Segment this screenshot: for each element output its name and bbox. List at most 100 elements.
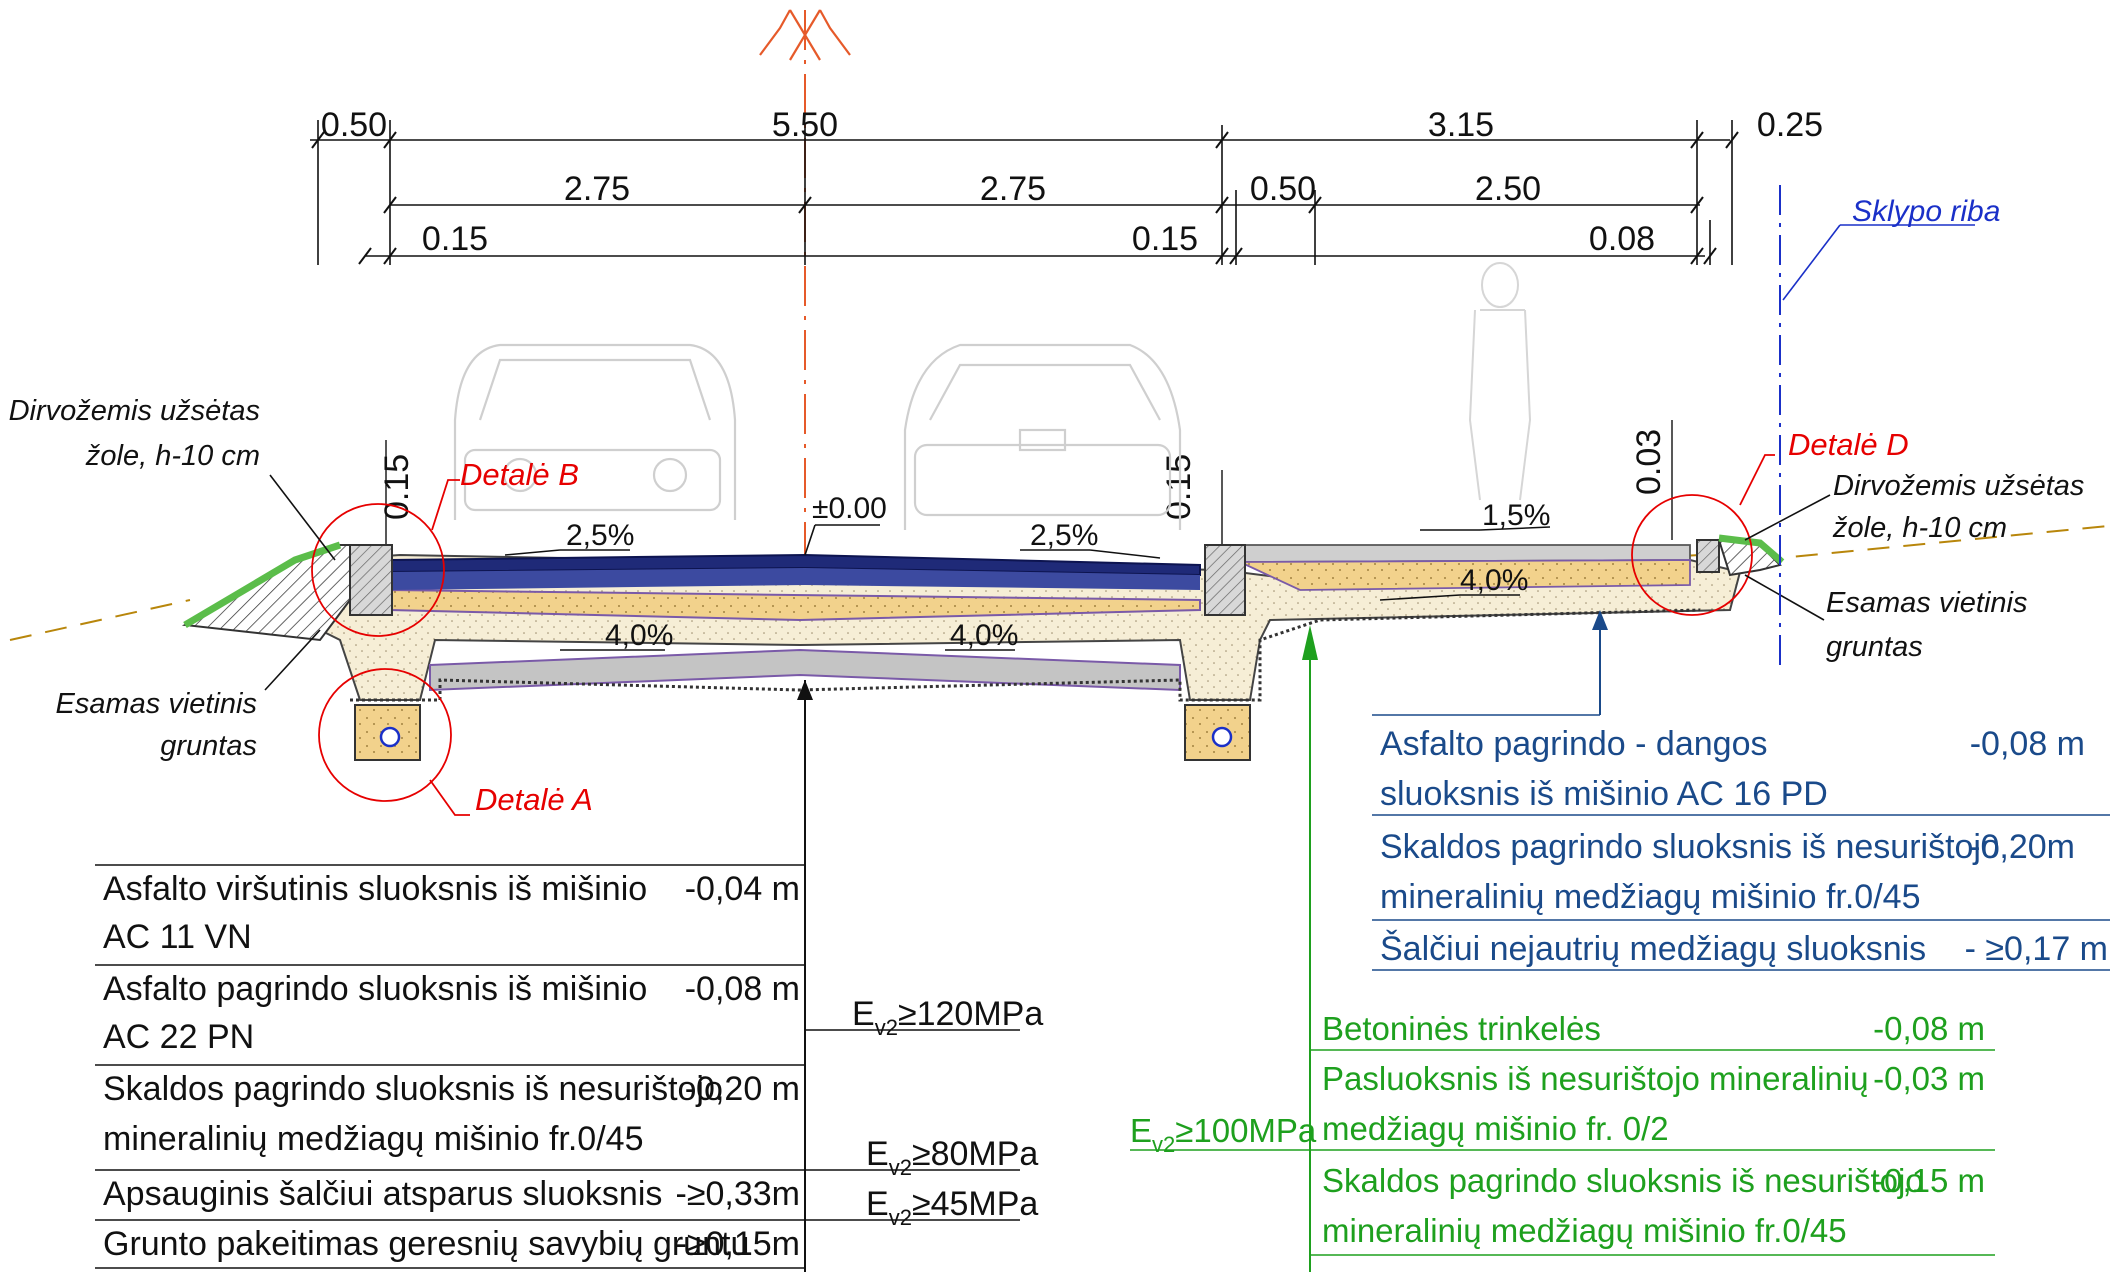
slope-base-right: 4,0% [1460,564,1528,597]
dim-top-2: 5.50 [772,106,838,144]
dim-mid-4: 2.50 [1475,170,1541,208]
slope-right-top: 2,5% [1030,519,1098,552]
blue-row-2-line1: Skaldos pagrindo sluoksnis iš nesurištoj… [1380,828,2000,866]
road-pointer-arrow-icon [797,680,813,700]
ground-hatch-line [350,608,1701,702]
existing-right-line2: gruntas [1826,631,1923,663]
green-row-3-line1: Skaldos pagrindo sluoksnis iš nesurištoj… [1322,1162,1924,1199]
blue-pointer-arrow-icon [1592,610,1608,630]
road-modulus-1: Ev2≥120MPa [852,995,1043,1040]
dim-vert-3: 0.03 [1630,429,1668,495]
detail-a-leader [429,779,470,816]
blue-table-lines [1372,814,2110,971]
dim-mid-2: 2.75 [980,170,1046,208]
existing-right-leader [1744,574,1825,621]
green-row-3-line2: mineralinių medžiagų mišinio fr.0/45 [1322,1212,1847,1249]
detail-a-label: Detalė A [475,782,593,817]
dimension-lines [310,120,1733,265]
blue-row-1-line1: Asfalto pagrindo - dangos [1380,725,1767,763]
green-table: Betoninės trinkelės -0,08 m Pasluoksnis … [1130,1010,1985,1249]
blue-row-3-line1: Šalčiui nejautrių medžiagų sluoksnis [1380,930,1926,968]
green-row-1-thickness: -0,08 m [1873,1010,1985,1047]
dim-top-3: 3.15 [1428,106,1494,144]
dimension-ticks [311,131,1739,265]
road-row-4-thickness: -≥0,33m [676,1175,800,1213]
road-row-1-thickness: -0,04 m [685,870,800,908]
green-row-2-line2: medžiagų mišinio fr. 0/2 [1322,1110,1669,1147]
road-row-2-line1: Asfalto pagrindo sluoksnis iš mišinio [103,970,647,1008]
road-row-1-line2: AC 11 VN [103,918,252,956]
sidewalk-base-layer [1239,559,1691,591]
slope-walk: 1,5% [1482,499,1550,532]
curb-left [349,544,393,616]
slope-base-mid: 4,0% [950,619,1018,652]
dim-bot-3: 0.08 [1589,220,1655,258]
dim-top-1: 0.50 [321,106,387,144]
road-row-3-thickness: -0,20 m [685,1070,800,1108]
existing-left-line2: gruntas [160,730,257,762]
detail-b-label: Detalė B [460,457,579,492]
detail-d-label: Detalė D [1788,427,1909,462]
green-row-1-line1: Betoninės trinkelės [1322,1010,1601,1047]
road-row-3-line1: Skaldos pagrindo sluoksnis iš nesurištoj… [103,1070,723,1108]
blue-row-2-thickness: -0,20m [1969,828,2075,866]
drain-pipe-right-icon [1211,726,1233,748]
green-row-2-line1: Pasluoksnis iš nesurištojo mineralinių [1322,1060,1869,1097]
left-embankment [181,544,351,642]
drain-pipe-left-icon [379,726,401,748]
dim-vert-1: 0.15 [378,454,416,520]
curb-middle [1204,544,1246,616]
boundary-label: Sklypo riba [1852,195,2000,228]
detail-b-leader [431,479,460,531]
left-grass [183,541,342,629]
topsoil-right-line2: žole, h-10 cm [1832,512,2007,544]
zero-level-label: ±0.00 [812,492,887,525]
detail-a-circle [318,668,452,802]
dim-bot-2: 0.15 [1132,220,1198,258]
green-row-2-thickness: -0,03 m [1873,1060,1985,1097]
blue-row-1-thickness: -0,08 m [1970,725,2085,763]
green-table-lines [1130,1049,1995,1256]
topsoil-left-leader [269,474,336,561]
detail-b-circle [311,503,445,637]
road-row-2-thickness: -0,08 m [685,970,800,1008]
dim-top-4: 0.25 [1757,106,1823,144]
dim-bot-1: 0.15 [422,220,488,258]
right-grass [1718,534,1785,565]
road-row-4-line1: Apsauginis šalčiui atsparus sluoksnis [103,1175,662,1213]
existing-right-line1: Esamas vietinis [1826,587,2027,619]
topsoil-right-leader [1744,494,1831,541]
road-row-5-line1: Grunto pakeitimas geresnių savybių grunt… [103,1225,749,1263]
detail-d-circle [1631,494,1753,616]
road-row-1-line1: Asfalto viršutinis sluoksnis iš mišinio [103,870,647,908]
road-row-5-thickness: -≥0,15m [676,1225,800,1263]
drain-trench-left [354,704,421,761]
blue-row-2-line2: mineralinių medžiagų mišinio fr.0/45 [1380,878,1920,916]
axis-arrows-icon [759,9,851,61]
existing-left-line1: Esamas vietinis [56,688,257,720]
boundary-leader [1782,224,1841,301]
topsoil-left-line1: Dirvožemis užsėtas [9,395,260,427]
road-row-2-line2: AC 22 PN [103,1018,254,1056]
blue-row-1-line2: sluoksnis iš mišinio AC 16 PD [1380,775,1828,813]
green-row-3-thickness: -0,15 m [1873,1162,1985,1199]
car-right-outline [903,343,1182,530]
slope-left-top: 2,5% [566,519,634,552]
zero-level-leader [804,524,816,556]
dim-mid-1: 2.75 [564,170,630,208]
curb-right [1696,539,1720,573]
slope-leaders [504,526,1551,651]
car-left-outline [453,343,737,520]
topsoil-left-line2: žole, h-10 cm [85,440,260,472]
asphalt-base-layer [390,568,1200,590]
road-modulus-2: Ev2≥80MPa [866,1135,1038,1180]
slope-base-left: 4,0% [605,619,673,652]
pedestrian-outline [1468,262,1532,501]
existing-left-leader [264,629,321,691]
sidewalk-pointer-arrow-icon [1302,625,1318,660]
topsoil-right-line1: Dirvožemis užsėtas [1833,470,2084,502]
road-table: Asfalto viršutinis sluoksnis iš mišinio … [103,870,1043,1263]
green-modulus: Ev2≥100MPa [1130,1112,1317,1157]
